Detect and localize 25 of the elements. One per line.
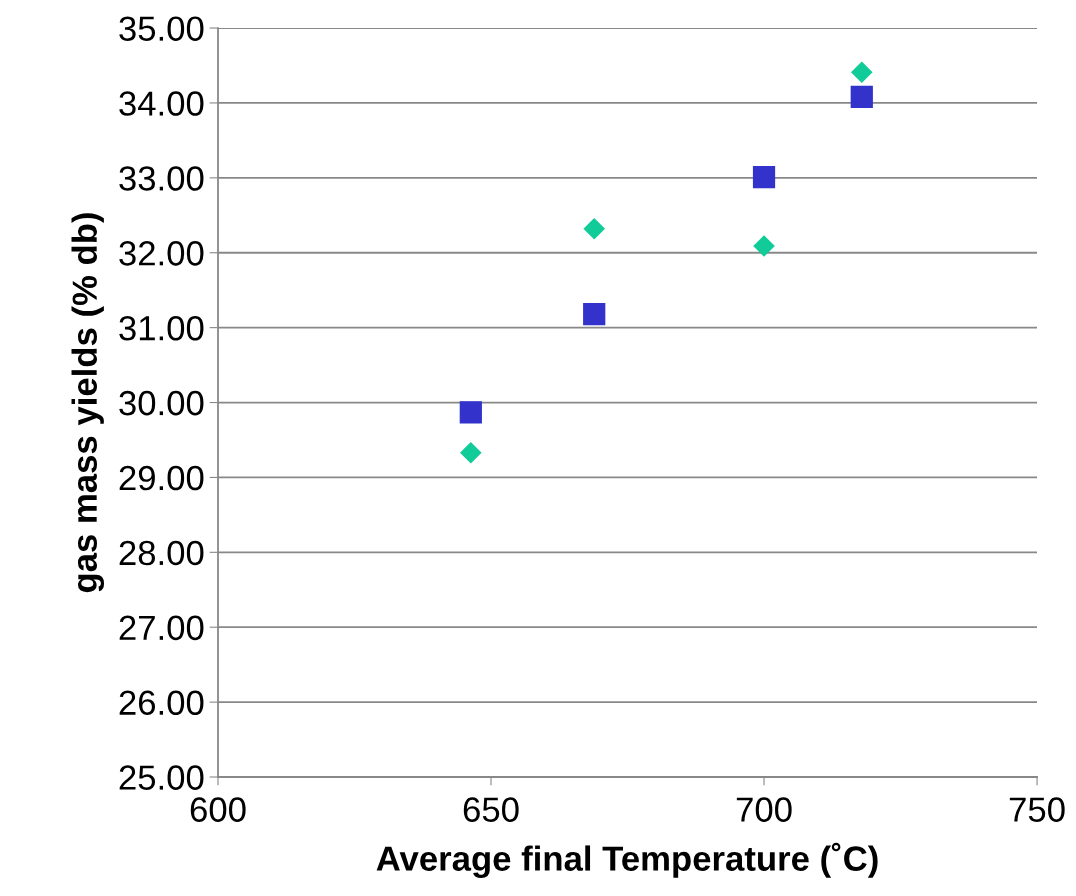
- x-tick-label: 750: [1009, 797, 1065, 822]
- y-tick-label: 26.00: [119, 690, 204, 716]
- y-tick-label: 34.00: [119, 91, 204, 116]
- y-axis-title: gas mass yields (% db): [71, 213, 105, 593]
- y-tick-label: 31.00: [119, 315, 204, 341]
- point: [583, 218, 605, 240]
- point: [583, 303, 606, 326]
- point: [752, 165, 776, 189]
- y-tick-label: 28.00: [119, 540, 204, 566]
- y-tick-label: 25.00: [119, 765, 204, 790]
- point: [459, 401, 482, 424]
- y-tick-label: 27.00: [119, 615, 204, 641]
- x-axis-title: Average final Temperature (˚C): [376, 842, 878, 878]
- point: [753, 235, 775, 257]
- y-tick-label: 29.00: [119, 465, 204, 491]
- y-tick-label: 30.00: [119, 390, 204, 416]
- point: [851, 61, 873, 83]
- y-tick-label: 35.00: [119, 16, 204, 41]
- y-tick-label: 32.00: [119, 241, 204, 266]
- x-tick-label: 700: [736, 797, 792, 822]
- x-tick-label: 650: [463, 797, 519, 822]
- y-tick-label: 33.00: [119, 166, 204, 191]
- point: [850, 85, 873, 109]
- x-tick-label: 600: [190, 797, 246, 822]
- point: [460, 442, 482, 464]
